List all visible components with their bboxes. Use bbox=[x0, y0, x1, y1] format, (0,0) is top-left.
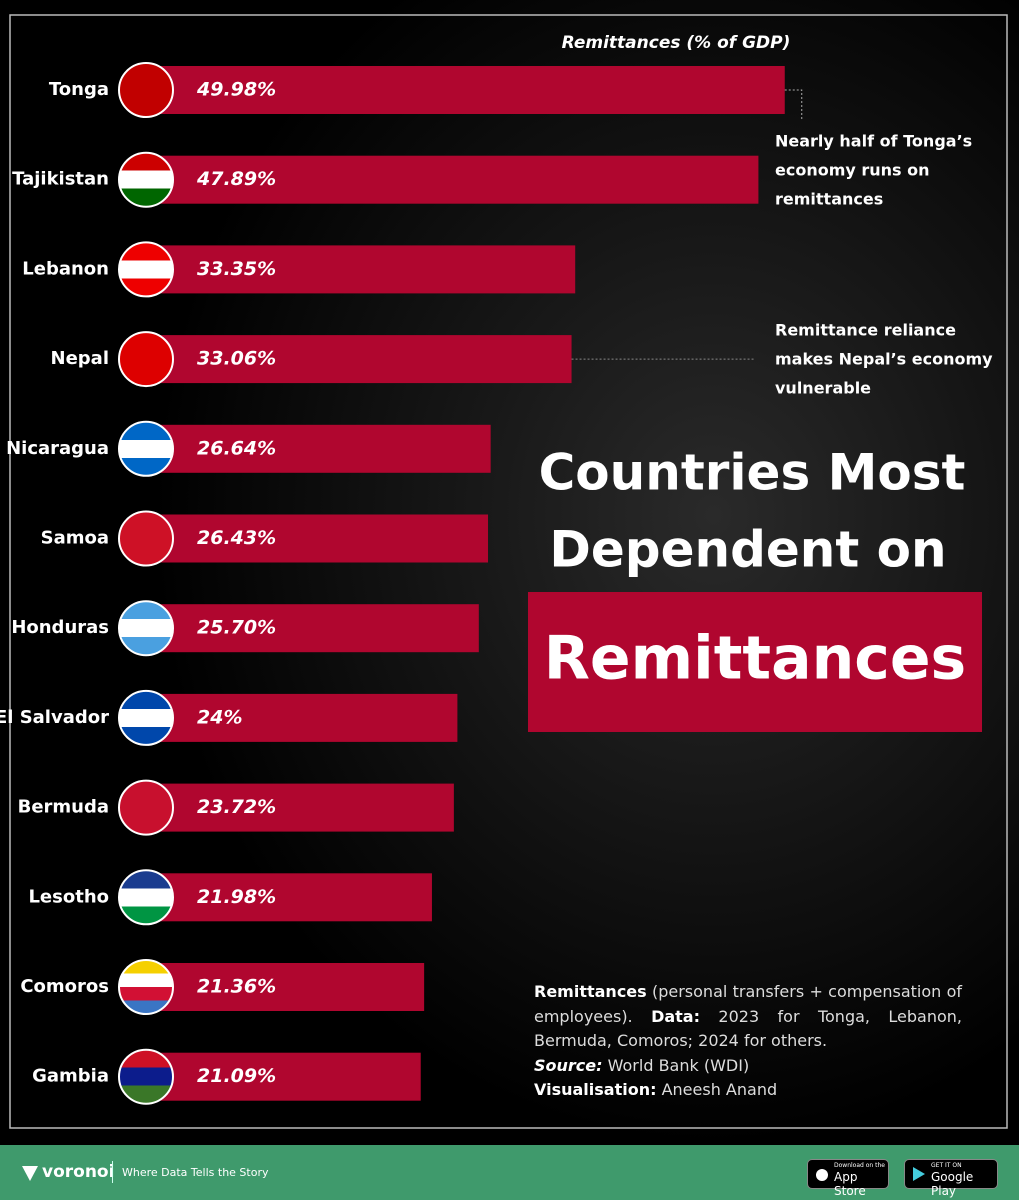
category-label: Lebanon bbox=[22, 258, 109, 279]
flag bbox=[118, 779, 174, 836]
value-label: 24% bbox=[197, 706, 242, 728]
flag bbox=[118, 869, 174, 926]
category-label: Gambia bbox=[32, 1066, 109, 1087]
brand: voronoi bbox=[42, 1162, 115, 1182]
bar bbox=[155, 1052, 421, 1101]
value-label: 21.36% bbox=[197, 976, 276, 998]
bar bbox=[155, 66, 785, 114]
bar bbox=[155, 873, 432, 922]
category-label: Lesotho bbox=[28, 886, 109, 907]
title-line: Countries Most bbox=[539, 444, 966, 502]
category-label: Honduras bbox=[11, 617, 109, 638]
category-label: Bermuda bbox=[18, 797, 109, 818]
value-label: 26.43% bbox=[197, 527, 276, 549]
bar bbox=[155, 693, 458, 742]
tagline: Where Data Tells the Story bbox=[122, 1166, 269, 1179]
value-label: 49.98% bbox=[196, 79, 276, 101]
note-text: (personal transfers + compensation of em… bbox=[534, 982, 962, 1026]
note-term: Remittances bbox=[534, 982, 647, 1001]
value-label: 33.06% bbox=[197, 348, 276, 370]
flag bbox=[118, 420, 174, 477]
value-label: 21.98% bbox=[197, 886, 276, 908]
note-text: 2023 for Tonga, Lebanon, Bermuda, Comoro… bbox=[534, 1006, 962, 1051]
bar bbox=[155, 604, 479, 653]
annotation: vulnerable bbox=[775, 379, 871, 398]
value-label: 33.35% bbox=[197, 258, 276, 280]
flag bbox=[118, 959, 174, 1015]
note-term: Visualisation: bbox=[534, 1080, 657, 1099]
category-label: Nicaragua bbox=[6, 438, 109, 459]
category-label: Nepal bbox=[51, 348, 109, 369]
value-label: 47.89% bbox=[196, 168, 276, 190]
flag bbox=[118, 510, 174, 567]
value-label: 26.64% bbox=[197, 437, 276, 459]
bar bbox=[155, 335, 572, 384]
badge-small: Download on the bbox=[834, 1162, 885, 1169]
category-label: Comoros bbox=[20, 976, 109, 997]
badge-small: GET IT ON bbox=[931, 1162, 962, 1169]
frame bbox=[9, 14, 1008, 1129]
axis-title: Remittances (% of GDP) bbox=[562, 33, 791, 53]
flag bbox=[118, 600, 174, 657]
title-highlight: Remittances bbox=[544, 624, 967, 694]
annotation: economy runs on bbox=[775, 161, 930, 180]
value-label: 25.70% bbox=[197, 617, 276, 639]
bar bbox=[155, 783, 454, 832]
note-term: Source: bbox=[534, 1055, 603, 1075]
badge-label: App Store bbox=[834, 1170, 866, 1198]
annotation-line bbox=[784, 89, 803, 120]
category-label: El Salvador bbox=[0, 707, 109, 728]
flag bbox=[118, 689, 174, 746]
bar bbox=[155, 155, 759, 204]
notes: Remittances (personal transfers + compen… bbox=[534, 980, 962, 1103]
value-label: 23.72% bbox=[197, 796, 276, 818]
flag bbox=[118, 1048, 174, 1105]
annotation: remittances bbox=[775, 190, 883, 209]
flag bbox=[118, 241, 174, 298]
flag bbox=[118, 151, 174, 208]
annotation: makes Nepal’s economy bbox=[775, 350, 993, 369]
title-highlight-box bbox=[528, 592, 982, 732]
flag bbox=[118, 62, 174, 118]
bar bbox=[155, 245, 576, 294]
brand-logo bbox=[22, 1166, 38, 1181]
google-play-badge[interactable]: GET IT ON Google Play bbox=[904, 1159, 998, 1198]
note-term: Data: bbox=[651, 1006, 700, 1026]
note-text: World Bank (WDI) bbox=[607, 1055, 750, 1075]
category-label: Tajikistan bbox=[12, 169, 109, 190]
title-line: Dependent on bbox=[549, 521, 946, 579]
bar bbox=[155, 963, 425, 1011]
note-text: Aneesh Anand bbox=[661, 1080, 778, 1099]
value-label: 21.09% bbox=[197, 1065, 276, 1087]
chart: Remittances (% of GDP) Countries Most De… bbox=[0, 0, 1019, 1145]
annotation: Remittance reliance bbox=[775, 321, 956, 340]
app-store-badge[interactable]: Download on the App Store bbox=[807, 1159, 889, 1198]
footer: voronoi Where Data Tells the Story Downl… bbox=[0, 1145, 1019, 1200]
bar bbox=[155, 514, 489, 563]
category-label: Tonga bbox=[49, 79, 109, 100]
badge-label: Google Play bbox=[931, 1170, 974, 1198]
bar bbox=[155, 424, 491, 473]
flag bbox=[118, 331, 174, 388]
category-label: Samoa bbox=[41, 528, 109, 549]
annotation: Nearly half of Tonga’s bbox=[775, 132, 972, 151]
